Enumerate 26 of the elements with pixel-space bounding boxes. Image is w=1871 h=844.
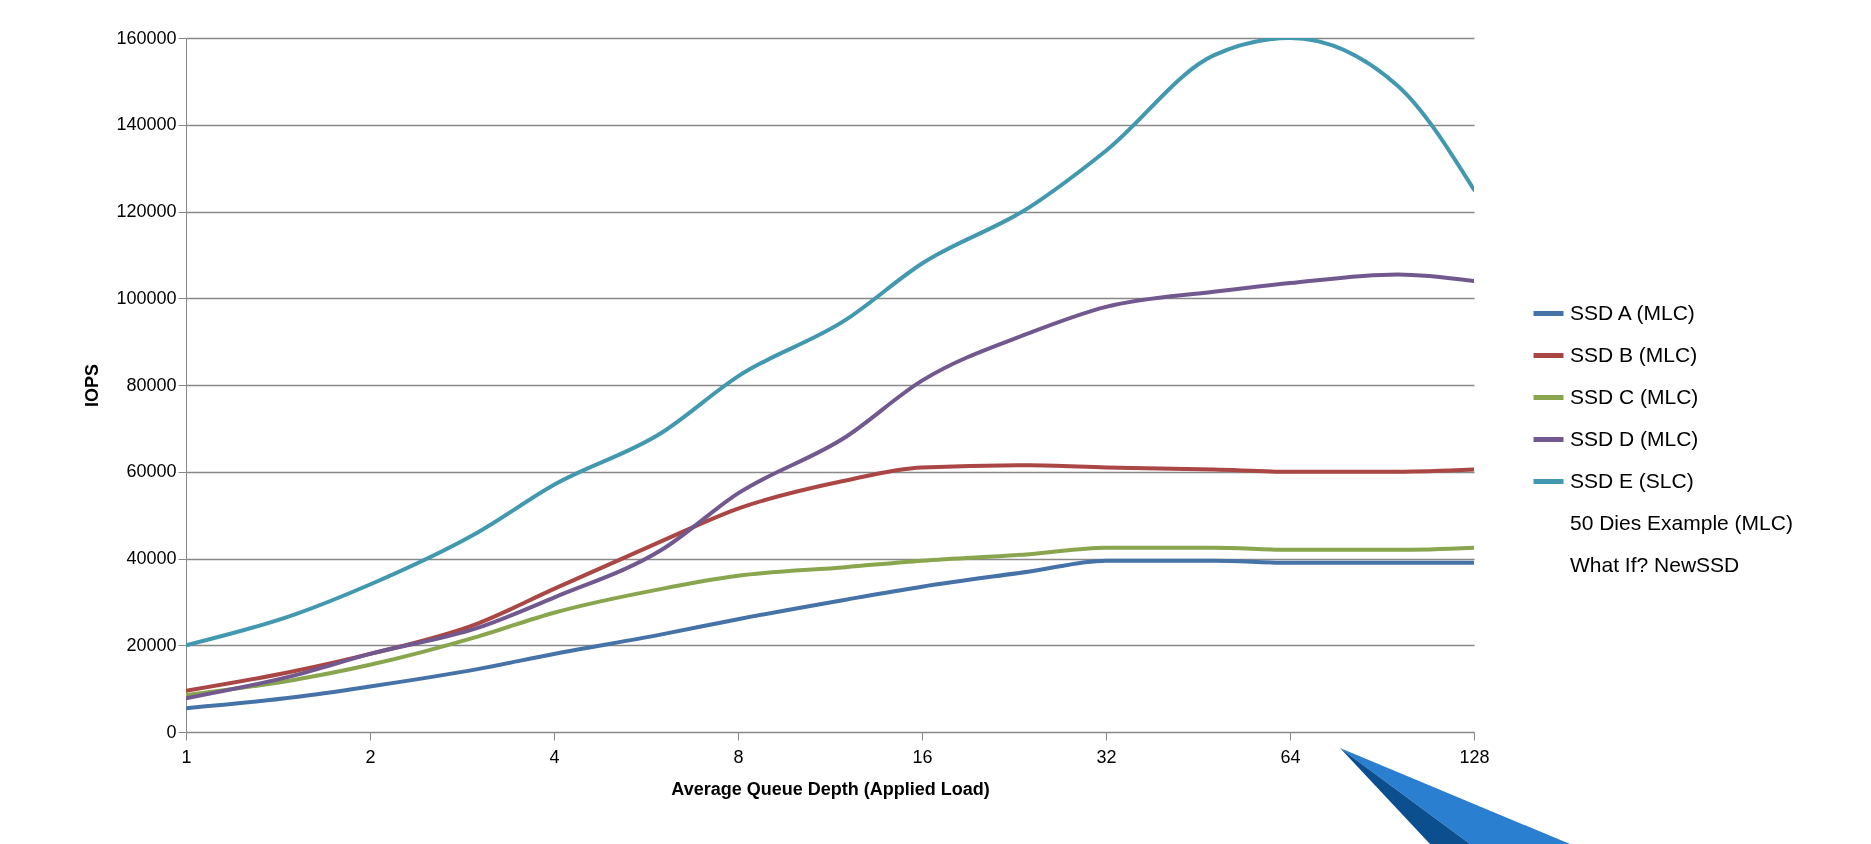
y-tick-label: 40000 xyxy=(126,548,177,568)
legend-label: SSD C (MLC) xyxy=(1570,384,1699,408)
y-tick-label: 160000 xyxy=(116,27,177,48)
y-tick-label: 120000 xyxy=(116,201,177,221)
legend-label: SSD D (MLC) xyxy=(1570,426,1699,450)
legend-label: SSD B (MLC) xyxy=(1570,342,1698,366)
y-tick-label: 0 xyxy=(166,721,177,742)
y-tick-label: 100000 xyxy=(116,287,177,308)
x-tick-label: 64 xyxy=(1280,746,1301,767)
text: 50 Dies Example (MLC) xyxy=(1570,510,1793,534)
x-tick-label: 16 xyxy=(912,746,933,767)
x-tick-label: 128 xyxy=(1459,746,1490,767)
x-tick-label: 4 xyxy=(549,746,560,767)
y-axis-title: IOPS xyxy=(82,363,103,408)
x-axis-title: Average Queue Depth (Applied Load) xyxy=(671,778,990,799)
y-tick-label: 80000 xyxy=(126,374,177,395)
x-tick-label: 2 xyxy=(365,746,376,767)
x-tick-label: 1 xyxy=(181,746,192,767)
legend-label: SSD A (MLC) xyxy=(1570,300,1695,324)
y-tick-label: 20000 xyxy=(126,634,177,655)
text: What If? NewSSD xyxy=(1570,552,1740,576)
x-tick-label: 32 xyxy=(1096,746,1117,767)
legend-label: SSD E (SLC) xyxy=(1570,468,1694,492)
x-tick-label: 8 xyxy=(733,746,744,767)
y-tick-label: 140000 xyxy=(116,114,177,135)
y-tick-label: 60000 xyxy=(126,461,177,482)
